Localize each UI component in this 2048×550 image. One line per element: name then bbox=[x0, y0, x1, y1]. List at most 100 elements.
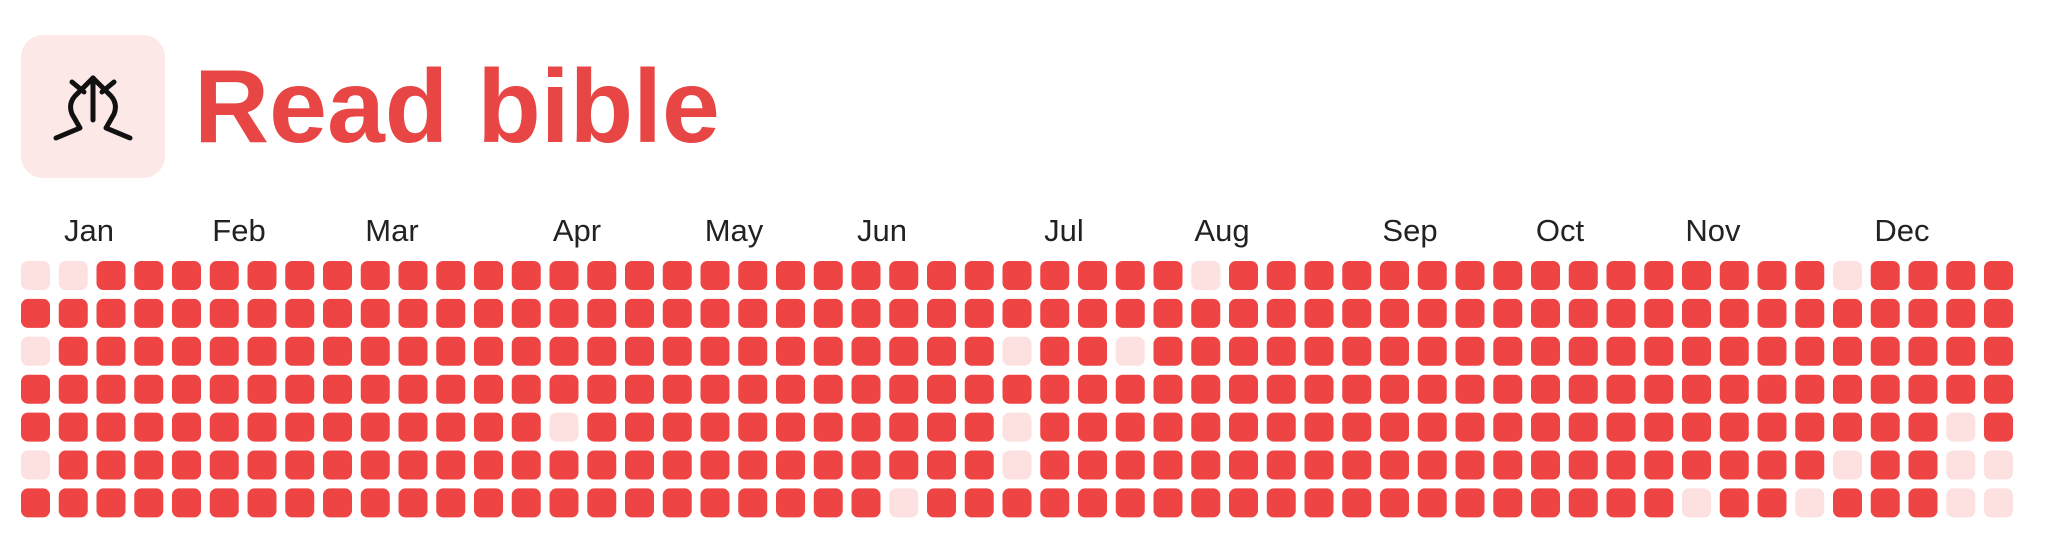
day-done bbox=[1191, 336, 1221, 366]
day-done bbox=[1342, 298, 1372, 328]
day-done bbox=[1833, 374, 1862, 404]
day-done bbox=[58, 298, 88, 328]
day-done bbox=[360, 374, 390, 404]
day-done bbox=[662, 336, 692, 366]
day-done bbox=[172, 336, 201, 366]
day-done bbox=[323, 261, 352, 290]
day-done bbox=[1946, 374, 1976, 404]
day-done bbox=[1417, 298, 1447, 328]
day-done bbox=[436, 412, 466, 442]
day-done bbox=[1191, 412, 1221, 442]
day-done bbox=[1078, 450, 1107, 480]
day-done bbox=[1682, 336, 1711, 366]
day-done bbox=[927, 261, 956, 290]
day-done bbox=[1153, 374, 1183, 404]
day-done bbox=[1493, 450, 1523, 480]
day-done bbox=[1002, 374, 1032, 404]
day-done bbox=[398, 488, 428, 518]
day-done bbox=[700, 412, 730, 442]
day-done bbox=[1304, 374, 1334, 404]
day-done bbox=[1644, 450, 1674, 480]
day-done bbox=[1455, 450, 1485, 480]
day-done bbox=[738, 298, 768, 328]
day-done bbox=[398, 450, 428, 480]
day-missed bbox=[58, 261, 88, 290]
day-done bbox=[738, 374, 768, 404]
day-done bbox=[1304, 261, 1334, 290]
day-done bbox=[1984, 261, 2013, 290]
day-done bbox=[813, 298, 843, 328]
day-done bbox=[96, 298, 126, 328]
day-done bbox=[1266, 450, 1296, 480]
day-done bbox=[96, 374, 126, 404]
day-done bbox=[587, 298, 617, 328]
day-done bbox=[1833, 298, 1862, 328]
day-done bbox=[549, 261, 579, 290]
day-done bbox=[1229, 336, 1258, 366]
day-missed bbox=[21, 336, 50, 366]
day-done bbox=[1417, 336, 1447, 366]
month-label: Jan bbox=[64, 213, 114, 248]
day-done bbox=[662, 412, 692, 442]
day-done bbox=[58, 374, 88, 404]
day-done bbox=[625, 488, 654, 518]
day-done bbox=[1606, 261, 1636, 290]
day-done bbox=[1757, 261, 1787, 290]
day-done bbox=[1757, 450, 1787, 480]
day-missed bbox=[21, 450, 50, 480]
day-done bbox=[964, 336, 994, 366]
month-label: Sep bbox=[1382, 213, 1437, 248]
day-done bbox=[1153, 450, 1183, 480]
day-done bbox=[96, 488, 126, 518]
day-done bbox=[209, 336, 239, 366]
day-done bbox=[1568, 488, 1598, 518]
day-done bbox=[134, 412, 164, 442]
day-done bbox=[1606, 488, 1636, 518]
day-done bbox=[96, 450, 126, 480]
day-done bbox=[1795, 412, 1825, 442]
day-done bbox=[1795, 450, 1825, 480]
day-done bbox=[1078, 374, 1107, 404]
day-done bbox=[738, 412, 768, 442]
day-done bbox=[1153, 336, 1183, 366]
day-missed bbox=[1002, 450, 1032, 480]
day-done bbox=[1417, 374, 1447, 404]
day-done bbox=[1493, 374, 1523, 404]
day-done bbox=[1606, 298, 1636, 328]
day-done bbox=[1757, 412, 1787, 442]
day-done bbox=[1908, 374, 1938, 404]
day-done bbox=[1078, 488, 1107, 518]
day-done bbox=[1833, 336, 1862, 366]
day-done bbox=[1493, 412, 1523, 442]
day-done bbox=[964, 261, 994, 290]
day-done bbox=[1078, 412, 1107, 442]
day-done bbox=[58, 450, 88, 480]
day-done bbox=[398, 298, 428, 328]
day-done bbox=[1568, 412, 1598, 442]
habit-icon bbox=[21, 35, 165, 178]
day-done bbox=[247, 488, 277, 518]
day-done bbox=[927, 336, 956, 366]
day-done bbox=[172, 261, 201, 290]
day-done bbox=[662, 450, 692, 480]
habit-title: Read bible bbox=[194, 49, 720, 165]
day-done bbox=[1644, 336, 1674, 366]
day-done bbox=[58, 336, 88, 366]
day-missed bbox=[889, 488, 919, 518]
day-missed bbox=[549, 412, 579, 442]
month-label: Aug bbox=[1194, 213, 1249, 248]
day-done bbox=[1531, 374, 1560, 404]
day-done bbox=[1719, 374, 1749, 404]
day-missed bbox=[1795, 488, 1825, 518]
day-done bbox=[1946, 336, 1976, 366]
day-done bbox=[1568, 261, 1598, 290]
day-done bbox=[776, 298, 805, 328]
day-done bbox=[1191, 374, 1221, 404]
day-done bbox=[474, 374, 503, 404]
day-done bbox=[1870, 261, 1900, 290]
day-done bbox=[1795, 374, 1825, 404]
day-done bbox=[511, 412, 541, 442]
day-done bbox=[700, 336, 730, 366]
day-done bbox=[172, 374, 201, 404]
day-done bbox=[1984, 374, 2013, 404]
